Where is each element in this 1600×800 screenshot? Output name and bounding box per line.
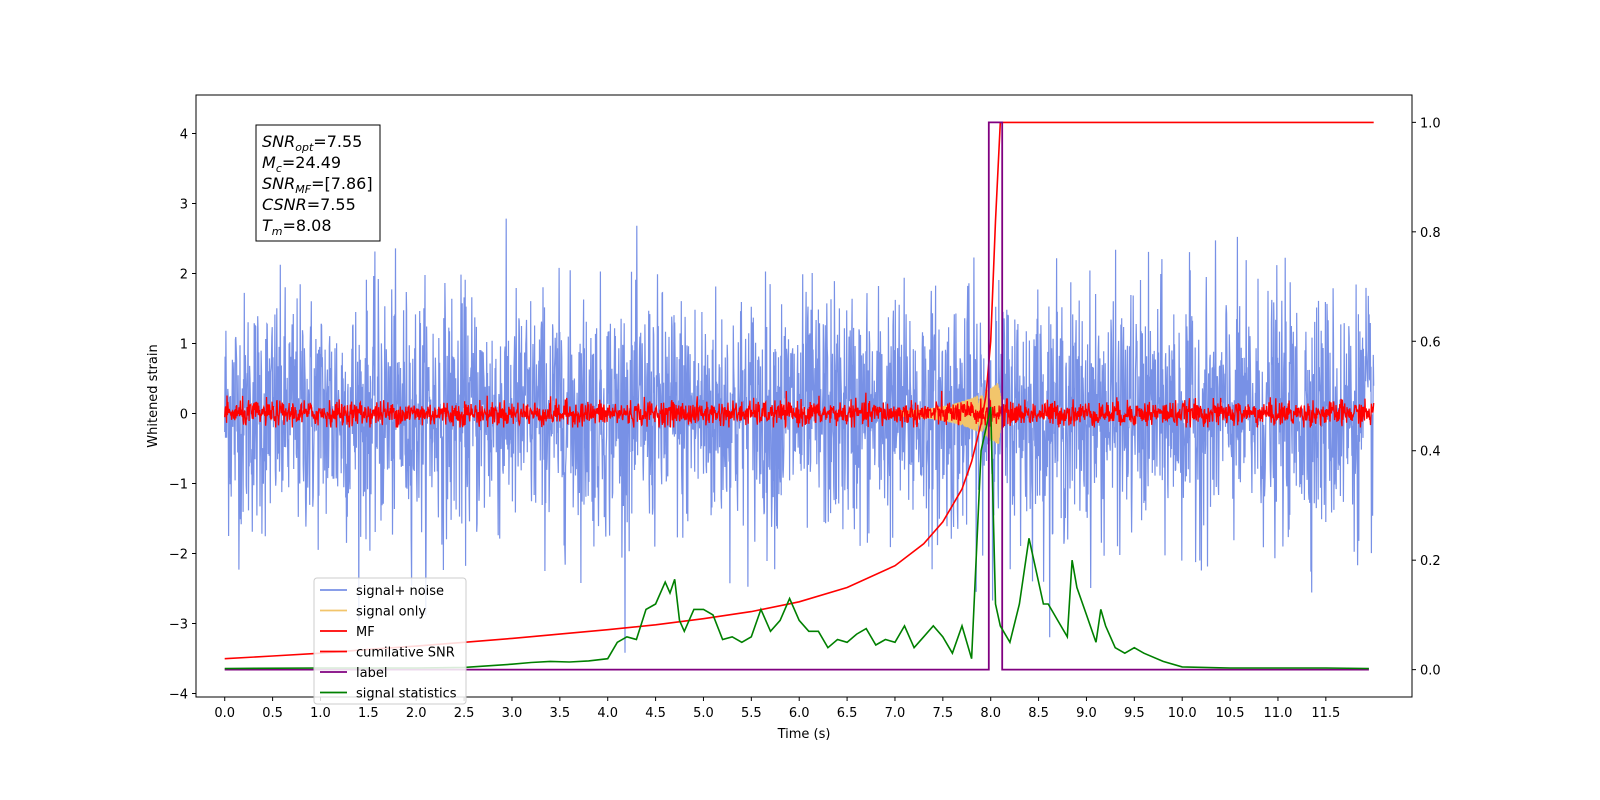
right-y-tick-label: 1.0 [1420, 116, 1441, 131]
annotation-frame [255, 124, 381, 242]
x-tick-label: 4.5 [645, 706, 666, 721]
x-tick-label: 5.5 [741, 706, 762, 721]
legend-entry: signal+ noise [356, 584, 444, 599]
x-tick-label: 9.5 [1124, 706, 1145, 721]
annotation-line: SNRopt=7.55 [262, 132, 362, 154]
right-y-axis: 0.0 0.2 0.4 0.6 0.8 1.0 [1412, 116, 1441, 679]
right-y-tick-label: 0.0 [1420, 664, 1441, 679]
x-tick-label: 10.5 [1216, 706, 1245, 721]
legend-entry: signal statistics [356, 687, 457, 702]
x-tick-label: 2.5 [454, 706, 475, 721]
x-tick-label: 6.5 [837, 706, 858, 721]
x-tick-label: 6.0 [789, 706, 810, 721]
right-y-tick-label: 0.8 [1420, 226, 1441, 241]
annotation-line: Mc=24.49 [262, 153, 341, 175]
legend-entry: signal only [356, 605, 426, 620]
x-tick-label: 8.0 [980, 706, 1001, 721]
x-tick-label: 2.0 [406, 706, 427, 721]
x-tick-label: 3.5 [549, 706, 570, 721]
x-tick-label: 10.0 [1168, 706, 1197, 721]
x-tick-label: 8.5 [1028, 706, 1049, 721]
x-tick-label: 9.0 [1076, 706, 1097, 721]
left-y-tick-label: −4 [169, 688, 188, 703]
x-axis-label: Time (s) [777, 727, 831, 742]
x-axis: 0.0 0.5 1.0 1.5 2.0 2.5 3.0 3.5 4.0 4.5 5.0 5.5 6.0 6… [214, 697, 1340, 721]
x-tick-label: 4.0 [597, 706, 618, 721]
left-y-tick-label: 3 [180, 198, 188, 213]
series-signal-statistics-line [224, 406, 1369, 670]
right-y-tick-label: 0.6 [1420, 335, 1441, 350]
series-label-line [224, 121, 1369, 671]
left-y-tick-label: −3 [169, 618, 188, 633]
legend-entry: cumilative SNR [356, 646, 455, 661]
legend-entry: MF [356, 625, 375, 640]
left-y-tick-label: 2 [180, 268, 188, 283]
x-tick-label: 0.0 [214, 706, 235, 721]
left-y-axis: −4 −3 −2 −1 0 1 2 3 4 [169, 128, 196, 703]
x-tick-label: 7.0 [885, 706, 906, 721]
legend-frame [313, 577, 467, 705]
annotation-line: SNRMF=[7.86] [262, 174, 373, 196]
x-tick-label: 5.0 [693, 706, 714, 721]
right-y-tick-label: 0.4 [1420, 445, 1441, 460]
x-tick-label: 11.0 [1263, 706, 1292, 721]
left-y-tick-label: 1 [180, 338, 188, 353]
legend: signal+ noise signal only MF cumilative SNR… [313, 577, 467, 705]
left-y-tick-label: 4 [180, 128, 188, 143]
left-y-tick-label: 0 [180, 408, 188, 423]
y-axis-label: Whitened strain [146, 344, 161, 447]
left-y-tick-label: −1 [169, 478, 188, 493]
series-mf-line [224, 390, 1375, 429]
x-tick-label: 0.5 [262, 706, 283, 721]
x-tick-label: 11.5 [1311, 706, 1340, 721]
x-tick-label: 3.0 [502, 706, 523, 721]
left-y-tick-label: −2 [169, 548, 188, 563]
x-tick-label: 7.5 [932, 706, 953, 721]
annotation-box: SNRopt=7.55Mc=24.49SNRMF=[7.86]CSNR=7.55… [255, 124, 381, 242]
annotation-line: Tm=8.08 [262, 216, 332, 238]
right-y-tick-label: 0.2 [1420, 554, 1441, 569]
legend-entry: label [356, 666, 387, 681]
annotation-line: CSNR=7.55 [262, 195, 356, 214]
axes-frame [195, 94, 1413, 698]
x-tick-label: 1.0 [310, 706, 331, 721]
x-tick-label: 1.5 [358, 706, 379, 721]
